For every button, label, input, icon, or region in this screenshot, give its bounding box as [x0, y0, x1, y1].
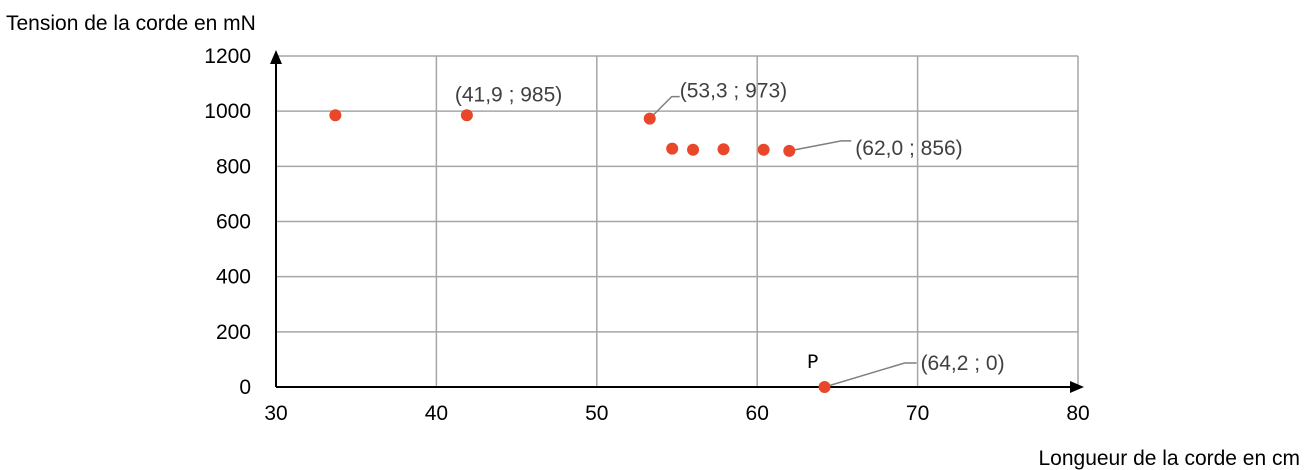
point-annotation: (62,0 ; 856)	[855, 137, 962, 160]
x-tick-label: 50	[585, 402, 608, 425]
y-axis-title: Tension de la corde en mN	[6, 12, 256, 35]
point-tag-label: P	[807, 351, 818, 373]
axes	[270, 50, 1084, 393]
annotation-leader-line	[649, 95, 680, 120]
point-annotation: (53,3 ; 973)	[680, 80, 787, 103]
x-tick-label: 40	[425, 402, 448, 425]
y-tick-label: 800	[216, 155, 251, 178]
grid	[276, 55, 1079, 387]
x-tick-label: 80	[1066, 402, 1089, 425]
annotation-leader-line	[824, 362, 917, 388]
x-tick-label: 70	[906, 402, 929, 425]
data-point	[460, 109, 473, 122]
annotation-leader-line	[789, 140, 852, 152]
x-tick-label: 60	[746, 402, 769, 425]
y-axis-arrow	[270, 50, 282, 64]
y-tick-label: 1200	[204, 45, 251, 68]
annotation-leaders	[649, 95, 917, 388]
data-point	[818, 381, 831, 393]
point-annotation: (64,2 ; 0)	[921, 352, 1005, 375]
data-point	[329, 109, 342, 122]
data-point	[717, 143, 730, 156]
data-point	[783, 144, 796, 157]
y-tick-label: 200	[216, 321, 251, 344]
data-points	[329, 109, 831, 393]
data-point	[757, 143, 770, 156]
point-annotation: (41,9 ; 985)	[455, 83, 562, 106]
x-axis-title: Longueur de la corde en cm	[1038, 447, 1300, 470]
data-point	[643, 112, 656, 125]
data-point	[687, 143, 700, 156]
y-tick-label: 1000	[204, 100, 251, 123]
y-tick-label: 600	[216, 211, 251, 234]
y-tick-label: 0	[239, 376, 251, 399]
data-point	[666, 142, 679, 155]
x-tick-label: 30	[264, 402, 287, 425]
annotation-labels: (41,9 ; 985) (53,3 ; 973) (62,0 ; 856) (64,…	[455, 80, 1005, 375]
x-axis-arrow	[1070, 381, 1084, 393]
y-tick-label: 400	[216, 266, 251, 289]
